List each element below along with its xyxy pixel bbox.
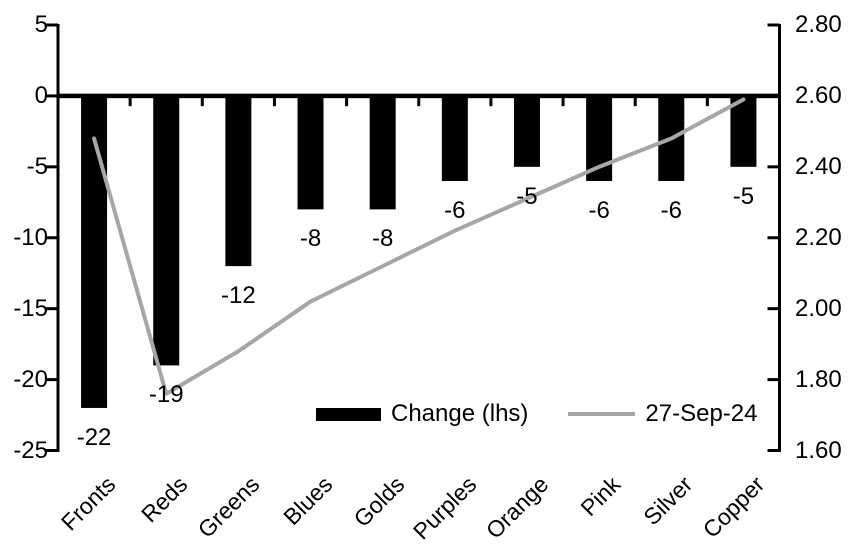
- bar-fronts: [81, 95, 108, 408]
- left-axis-tick: [45, 236, 58, 240]
- left-axis-tick-label: -20: [13, 365, 48, 393]
- left-axis-tick-label: -5: [26, 152, 48, 180]
- category-boundary-tick: [272, 97, 276, 107]
- left-axis-tick: [45, 165, 58, 169]
- left-axis-tick: [45, 307, 58, 311]
- right-axis-tick: [767, 236, 780, 240]
- category-boundary-tick: [489, 97, 493, 107]
- right-axis-tick-label: 2.80: [795, 11, 842, 38]
- right-axis-tick: [767, 307, 780, 311]
- bar-purples: [441, 95, 468, 182]
- left-axis-tick-label: 0: [34, 81, 48, 109]
- category-boundary-tick: [200, 97, 204, 107]
- category-boundary-tick: [705, 97, 709, 107]
- right-axis-tick-label: 2.40: [795, 152, 842, 180]
- bar-data-label-pink: -6: [588, 197, 610, 225]
- right-axis-tick-label: 2.60: [795, 81, 842, 109]
- bar-data-label-purples: -6: [444, 197, 466, 225]
- legend: Change (lhs) 27-Sep-24: [316, 400, 757, 428]
- bar-data-label-fronts: -22: [76, 423, 112, 451]
- category-boundary-tick: [345, 97, 349, 107]
- category-boundary-tick: [633, 97, 637, 107]
- line-series: [92, 97, 746, 396]
- legend-bar-label: Change (lhs): [391, 400, 529, 427]
- bar-data-label-silver: -6: [660, 197, 682, 225]
- bar-data-label-golds: -8: [372, 225, 394, 253]
- left-axis-tick: [45, 449, 58, 452]
- right-axis-tick-label: 1.80: [795, 365, 842, 393]
- category-boundary-tick: [128, 97, 132, 107]
- right-axis-tick-label: 2.00: [795, 294, 842, 322]
- bar-data-label-copper: -5: [732, 182, 755, 210]
- bar-golds: [369, 95, 396, 210]
- left-axis-tick-label: -15: [13, 294, 48, 322]
- right-axis-tick: [767, 23, 780, 27]
- zero-baseline: [58, 93, 780, 99]
- right-axis-tick: [767, 165, 780, 169]
- category-boundary-tick: [561, 97, 565, 107]
- right-axis-tick-label: 2.20: [795, 223, 842, 251]
- right-axis-tick: [767, 449, 780, 452]
- bar-data-label-orange: -5: [516, 182, 538, 210]
- bar-reds: [153, 95, 180, 366]
- bar-copper: [730, 95, 757, 167]
- left-axis-tick-label: -25: [13, 436, 48, 464]
- legend-bar-swatch: [316, 407, 381, 421]
- left-axis-tick: [45, 23, 58, 27]
- legend-line-swatch: [568, 412, 636, 416]
- bar-data-label-blues: -8: [299, 225, 322, 253]
- left-axis-tick-label: 5: [34, 11, 48, 38]
- category-boundary-tick: [417, 97, 421, 107]
- legend-line-label: 27-Sep-24: [645, 400, 758, 427]
- bar-greens: [225, 95, 252, 267]
- bar-data-label-greens: -12: [221, 282, 256, 310]
- right-axis-tick: [767, 378, 780, 382]
- bar-orange: [513, 95, 540, 167]
- bar-blues: [297, 95, 324, 210]
- bar-data-label-reds: -19: [148, 381, 184, 409]
- left-axis-tick-label: -10: [13, 223, 48, 251]
- left-axis-tick: [45, 378, 58, 382]
- left-axis-tick: [45, 94, 58, 98]
- right-axis-tick-label: 1.60: [795, 436, 842, 464]
